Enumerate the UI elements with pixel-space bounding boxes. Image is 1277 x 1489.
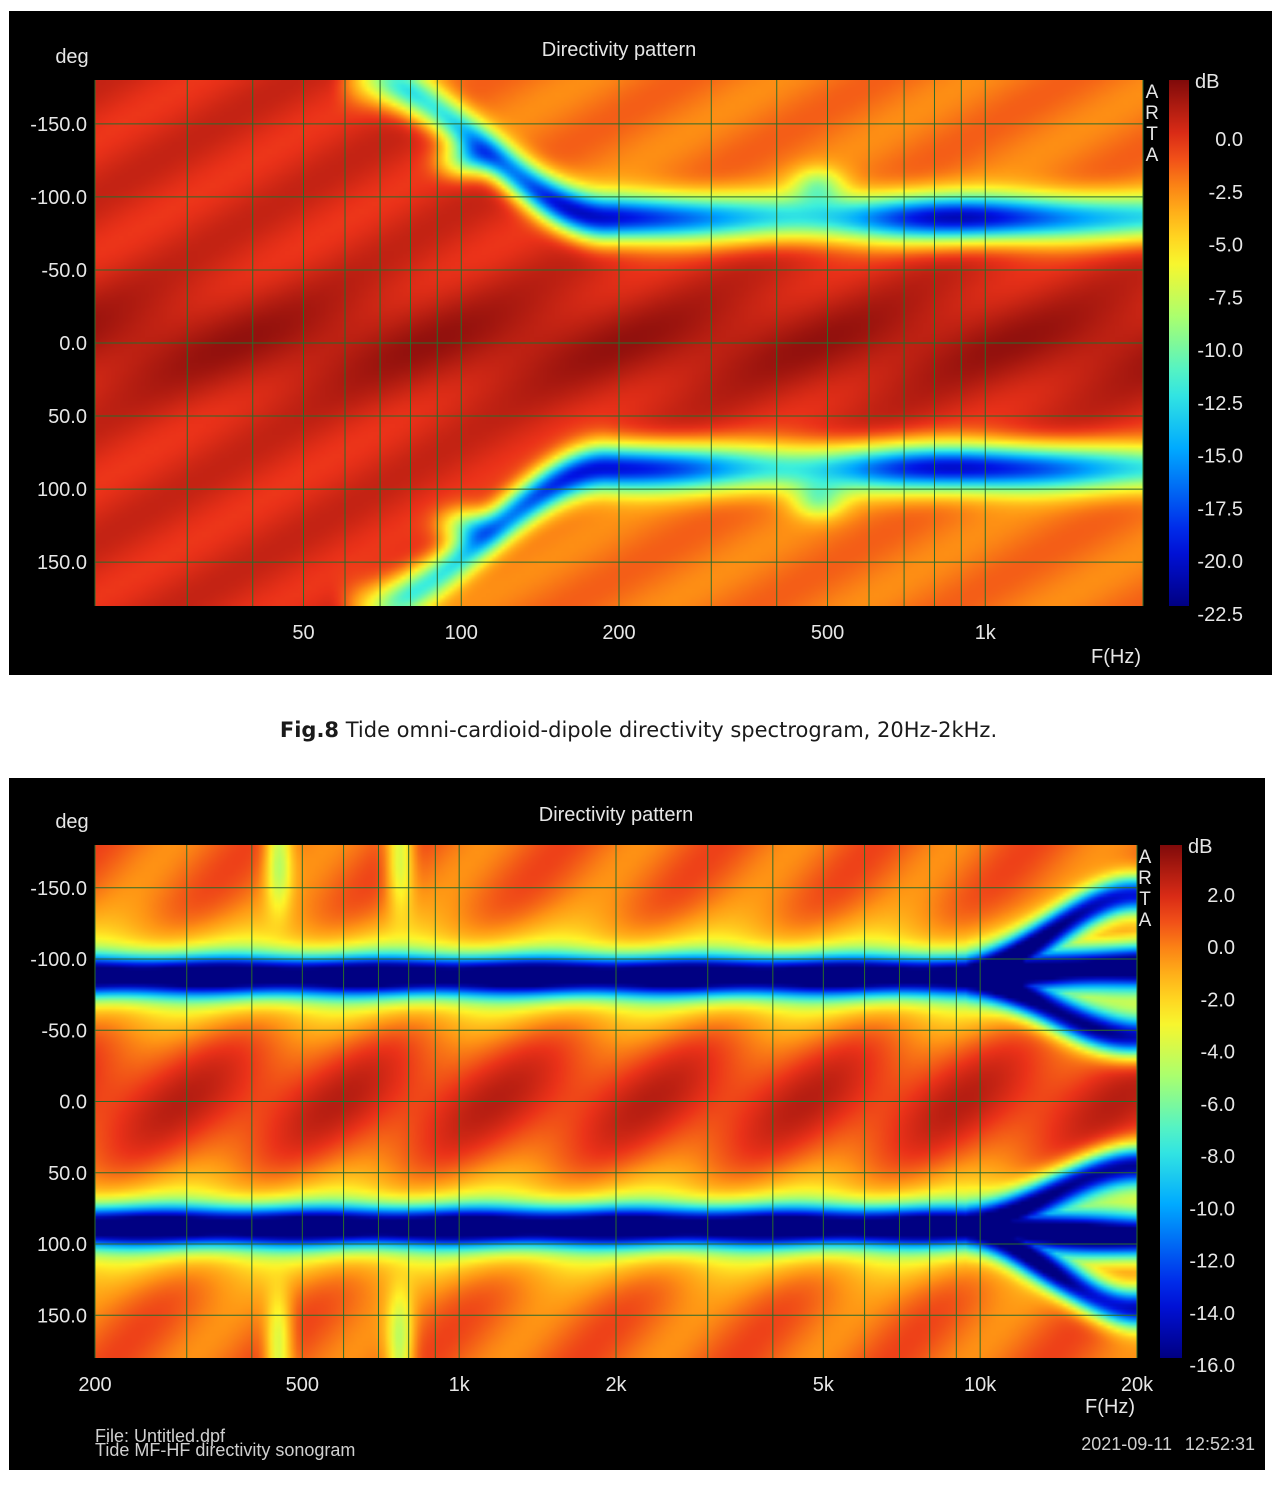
x-tick-label: 200 — [602, 622, 635, 644]
y-tick-label: -150.0 — [30, 114, 87, 136]
colorbar-tick-label: -7.5 — [1209, 287, 1243, 309]
colorbar-tick-label: -8.0 — [1201, 1146, 1235, 1168]
x-tick-label: 1k — [975, 622, 997, 644]
colorbar-tick-label: -2.5 — [1209, 182, 1243, 204]
footer-time: 12:52:31 — [1185, 1434, 1255, 1454]
y-axis-label: deg — [55, 46, 88, 68]
brand-letter: A — [1139, 910, 1152, 931]
y-tick-label: -50.0 — [41, 260, 87, 282]
y-tick-label: 150.0 — [37, 552, 87, 574]
colorbar — [1169, 80, 1189, 606]
directivity-chart-low-svg: Directivity pattern deg F(Hz) -150.0 -100.0 -… — [30, 39, 1243, 668]
figure-caption-text: Tide omni-cardioid-dipole directivity sp… — [339, 718, 998, 742]
y-tick-label: -150.0 — [30, 878, 87, 900]
colorbar-tick-label: -10.0 — [1197, 340, 1243, 362]
y-axis-label: deg — [55, 811, 88, 833]
x-tick-label: 200 — [78, 1374, 111, 1396]
figure-caption: Fig.8 Tide omni-cardioid-dipole directiv… — [0, 718, 1277, 742]
x-tick-label: 1k — [449, 1374, 471, 1396]
directivity-chart-high-svg: Directivity pattern deg F(Hz) -150.0 -100.0 -… — [30, 804, 1255, 1460]
colorbar-label: dB — [1188, 836, 1212, 858]
colorbar-tick-label: -16.0 — [1189, 1355, 1235, 1377]
y-tick-label: -100.0 — [30, 187, 87, 209]
colorbar-tick-label: -6.0 — [1201, 1094, 1235, 1116]
y-tick-label: 50.0 — [48, 1163, 87, 1185]
colorbar-label: dB — [1195, 71, 1219, 93]
x-tick-label: 20k — [1121, 1374, 1154, 1396]
x-tick-label: 5k — [813, 1374, 835, 1396]
y-tick-label: 100.0 — [37, 1234, 87, 1256]
chart-title: Directivity pattern — [539, 804, 694, 826]
colorbar-tick-label: -10.0 — [1189, 1198, 1235, 1220]
colorbar-tick-label: -2.0 — [1201, 989, 1235, 1011]
x-tick-label: 50 — [292, 622, 314, 644]
colorbar-tick-label: 2.0 — [1207, 885, 1235, 907]
grid — [94, 80, 1144, 606]
y-tick-label: 0.0 — [59, 1092, 87, 1114]
colorbar-tick-label: -12.0 — [1189, 1251, 1235, 1273]
colorbar-tick-label: -20.0 — [1197, 551, 1243, 573]
x-tick-label: 100 — [445, 622, 478, 644]
brand-letter: R — [1138, 868, 1152, 889]
x-tick-label: 500 — [811, 622, 844, 644]
figure-caption-label: Fig.8 — [279, 718, 340, 742]
y-tick-label: -100.0 — [30, 949, 87, 971]
colorbar-tick-label: -4.0 — [1201, 1042, 1235, 1064]
colorbar-tick-label: -14.0 — [1189, 1303, 1235, 1325]
colorbar-tick-label: 0.0 — [1215, 129, 1243, 151]
brand-letter: A — [1146, 82, 1159, 103]
brand-letter: A — [1146, 145, 1159, 166]
colorbar-tick-label: 0.0 — [1207, 937, 1235, 959]
directivity-chart-high: Directivity pattern deg F(Hz) -150.0 -100.0 -… — [9, 778, 1265, 1470]
y-tick-label: 0.0 — [59, 333, 87, 355]
x-tick-label: 2k — [605, 1374, 627, 1396]
x-axis-label: F(Hz) — [1085, 1396, 1135, 1418]
colorbar-tick-label: -5.0 — [1209, 235, 1243, 257]
brand-letter: T — [1139, 889, 1151, 910]
brand-letter: T — [1146, 124, 1158, 145]
y-tick-label: -50.0 — [41, 1020, 87, 1042]
grid — [94, 845, 1138, 1358]
chart-title: Directivity pattern — [542, 39, 697, 61]
directivity-chart-low: Directivity pattern deg F(Hz) -150.0 -100.0 -… — [9, 11, 1272, 675]
footer-date: 2021-09-11 — [1081, 1434, 1172, 1454]
footer-description: Tide MF-HF directivity sonogram — [95, 1440, 355, 1460]
y-tick-label: 100.0 — [37, 479, 87, 501]
y-tick-label: 150.0 — [37, 1305, 87, 1327]
brand-letter: R — [1145, 103, 1159, 124]
brand-letter: A — [1139, 847, 1152, 868]
colorbar-tick-label: -17.5 — [1197, 498, 1243, 520]
colorbar-tick-label: -12.5 — [1197, 393, 1243, 415]
x-axis-label: F(Hz) — [1091, 646, 1141, 668]
y-tick-label: 50.0 — [48, 406, 87, 428]
footer-file-name: File: Untitled.dpf — [95, 1426, 226, 1446]
colorbar-tick-label: -15.0 — [1197, 446, 1243, 468]
colorbar-tick-label: -22.5 — [1197, 604, 1243, 626]
x-tick-label: 500 — [286, 1374, 319, 1396]
x-tick-label: 10k — [964, 1374, 997, 1396]
colorbar — [1160, 845, 1182, 1358]
